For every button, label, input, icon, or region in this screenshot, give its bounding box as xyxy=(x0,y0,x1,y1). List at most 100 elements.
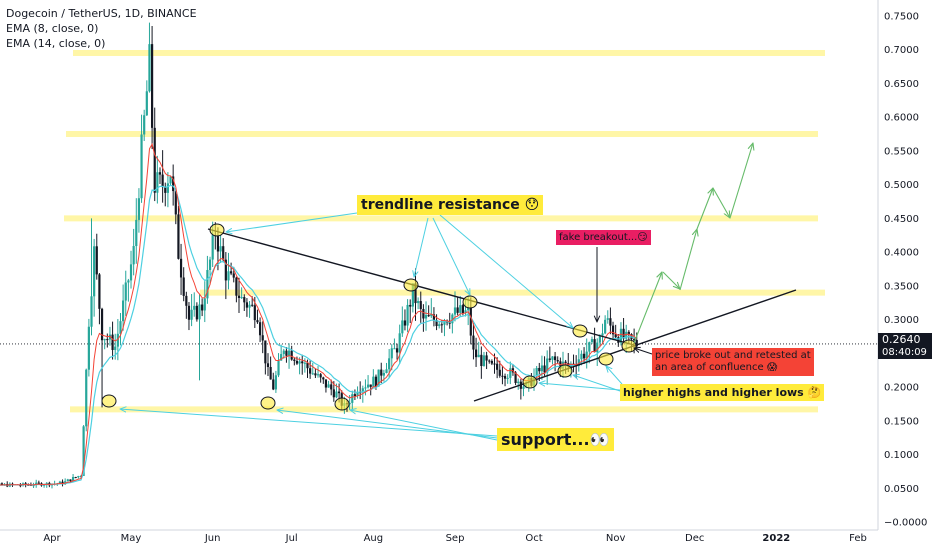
candle-body xyxy=(240,297,243,299)
candle-body xyxy=(164,187,167,193)
y-tick-12: 0.1500 xyxy=(884,416,919,427)
candle-body xyxy=(414,283,417,304)
projection-arrow-5 xyxy=(729,143,753,219)
candle-body xyxy=(403,320,407,326)
zone-2 xyxy=(64,215,818,222)
candle-body xyxy=(95,246,98,275)
candle-body xyxy=(540,365,544,372)
y-tick-0: 0.7500 xyxy=(884,11,919,22)
zone-0 xyxy=(73,49,825,56)
candle-body xyxy=(501,375,504,377)
projection-arrow-2 xyxy=(679,229,697,291)
candle-body xyxy=(619,328,623,343)
candle-body xyxy=(625,331,628,339)
candle-body xyxy=(316,374,320,376)
candle-body xyxy=(633,339,636,341)
candle-body xyxy=(503,376,507,379)
candle-body xyxy=(153,127,156,193)
trendline-resistance-note: trendline resistance 😯 xyxy=(357,195,544,215)
candle-body xyxy=(243,297,246,303)
candle-body xyxy=(301,361,304,364)
candle-body xyxy=(535,367,538,376)
candle-body xyxy=(303,362,306,364)
candle-body xyxy=(216,236,220,252)
pivot-circle-0 xyxy=(101,394,117,408)
candle-body xyxy=(327,384,330,388)
candle-body xyxy=(309,368,312,374)
higher-highs-note: higher highs and higher lows 🤔 xyxy=(620,384,825,401)
candle-body xyxy=(0,483,4,485)
candle-body xyxy=(377,369,380,387)
candle-body xyxy=(253,305,256,321)
candle-body xyxy=(37,482,40,484)
candle-body xyxy=(145,91,148,116)
pivot-circle-2 xyxy=(334,397,350,411)
candle-body xyxy=(551,356,554,360)
candle-body xyxy=(380,369,383,376)
candle-body xyxy=(469,307,472,336)
candle-body xyxy=(448,322,451,324)
candle-body xyxy=(287,350,291,356)
candle-body xyxy=(285,350,288,356)
x-tick-2: Jun xyxy=(204,533,221,544)
candle-body xyxy=(493,363,496,365)
pivot-circle-7 xyxy=(598,352,614,366)
x-tick-4: Aug xyxy=(364,533,384,544)
candle-body xyxy=(514,372,517,383)
candle-body xyxy=(161,174,164,188)
price-axis[interactable]: 0.7500 0.7000 0.6500 0.6000 0.5500 0.5000 0.45… xyxy=(877,0,927,530)
candle-body xyxy=(601,333,604,336)
candle-body xyxy=(604,319,607,334)
candle-body xyxy=(417,301,420,304)
candle-body xyxy=(227,271,230,281)
candle-body xyxy=(280,354,283,361)
ema14-legend: EMA (14, close, 0) xyxy=(6,37,106,50)
candle-body xyxy=(598,335,601,343)
pivot-circle-9 xyxy=(522,375,538,389)
candle-body xyxy=(453,307,457,315)
candle-body xyxy=(177,214,180,259)
candle-body xyxy=(85,369,88,427)
arrow-resist-3 xyxy=(432,217,470,295)
candle-body xyxy=(480,354,483,367)
candle-body xyxy=(553,356,557,361)
candle-body xyxy=(261,335,264,341)
candle-body xyxy=(35,482,38,486)
candle-body xyxy=(108,334,112,340)
candle-body xyxy=(556,360,559,362)
x-tick-6: Oct xyxy=(525,533,542,544)
candle-body xyxy=(311,373,314,375)
candle-body xyxy=(66,479,69,482)
y-tick-2: 0.6500 xyxy=(884,79,919,90)
candle-body xyxy=(627,331,630,335)
y-tick-3: 0.6000 xyxy=(884,113,919,124)
candle-body xyxy=(111,334,114,351)
x-tick-7: Nov xyxy=(606,533,626,544)
candle-body xyxy=(382,372,385,376)
candle-body xyxy=(606,318,609,320)
candle-body xyxy=(42,484,46,486)
descending-trendline xyxy=(207,228,635,346)
candle-body xyxy=(314,373,317,376)
candle-body xyxy=(293,359,296,361)
candle-body xyxy=(193,305,196,310)
candle-body xyxy=(438,324,441,327)
candle-body xyxy=(419,301,422,310)
candle-body xyxy=(622,328,625,339)
chart-title: Dogecoin / TetherUS, 1D, BINANCE xyxy=(6,7,197,20)
candle-body xyxy=(277,360,280,376)
time-axis[interactable]: Apr May Jun Jul Aug Sep Oct Nov Dec 2022 Feb xyxy=(0,529,878,544)
candle-body xyxy=(364,387,367,389)
candle-body xyxy=(230,271,233,274)
pivot-circle-5 xyxy=(462,295,478,309)
candle-body xyxy=(548,358,551,360)
candle-body xyxy=(232,273,235,278)
candle-body xyxy=(440,324,443,326)
candle-body xyxy=(488,360,491,362)
candle-body xyxy=(411,283,414,307)
candle-body xyxy=(443,320,446,325)
candle-body xyxy=(127,280,130,283)
candle-body xyxy=(140,134,143,199)
candle-body xyxy=(596,342,599,353)
